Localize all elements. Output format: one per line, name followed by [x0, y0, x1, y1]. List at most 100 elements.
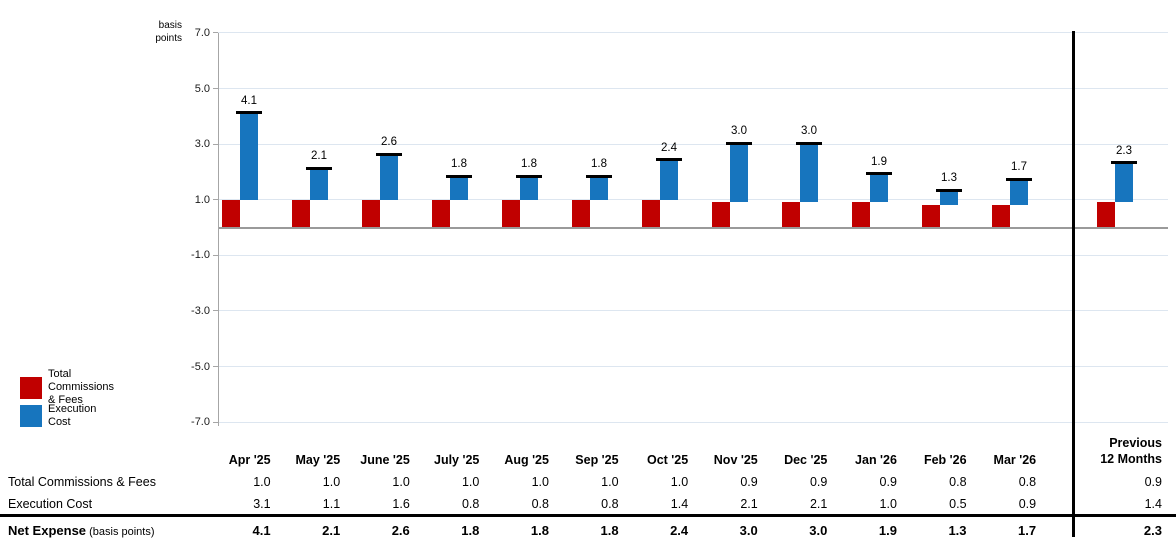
cell-net-expense-previous-12-months: 2.3 [1051, 514, 1176, 541]
col-header-mar-26: Mar '26 [993, 453, 1037, 467]
legend-label-total-commissions-fees: Total Commissions & Fees [48, 368, 115, 406]
cell-total-commissions-fees-nov-25: 0.9 [740, 475, 758, 489]
col-header-oct-25: Oct '25 [646, 453, 689, 467]
cell-net-expense-oct-25: 2.4 [633, 514, 704, 541]
gridline [218, 310, 1168, 312]
net-expense-value-label: 1.9 [871, 155, 887, 168]
cell-execution-cost-may-25: 1.1 [322, 497, 341, 511]
cell-total-commissions-fees-june-25: 1.0 [392, 475, 410, 489]
execution-cost-bar [660, 160, 678, 200]
execution-cost-bar [870, 174, 888, 203]
y-axis-tick [213, 366, 218, 367]
gridline [218, 143, 1168, 145]
cell-net-expense-dec-25: 3.0 [772, 514, 843, 541]
table-header-row: Apr '25 May '25 June '25 July '25 Aug '25 Sep… [0, 434, 1176, 470]
y-axis-tick [213, 88, 218, 89]
net-expense-value-label: 1.7 [1011, 161, 1027, 174]
col-header-june-25: June '25 [360, 453, 410, 467]
cell-execution-cost-apr-25: 3.1 [253, 497, 271, 511]
row-label-total-commissions-fees: Total Commissions & Fees [8, 475, 156, 489]
y-axis-tick-label: -3.0 [191, 304, 210, 317]
cell-execution-cost-aug-25: 0.8 [531, 497, 549, 511]
execution-cost-bar [940, 191, 958, 206]
col-header-nov-25: Nov '25 [713, 453, 758, 467]
gridline [218, 199, 1168, 201]
cell-net-expense-nov-25: 3.0 [703, 514, 773, 541]
cell-execution-cost-nov-25: 2.1 [740, 497, 758, 511]
gridline [218, 32, 1168, 34]
net-expense-value-label: 2.3 [1116, 144, 1132, 157]
gridline [218, 254, 1168, 256]
net-expense-marker [1006, 177, 1032, 181]
cell-total-commissions-fees-sep-25: 1.0 [601, 475, 619, 489]
cell-net-expense-mar-26: 1.7 [981, 514, 1052, 541]
net-expense-marker [586, 174, 612, 178]
cell-total-commissions-fees-oct-25: 1.0 [670, 475, 689, 489]
net-expense-value-label: 3.0 [801, 125, 817, 138]
y-axis-tick-label: -7.0 [191, 416, 210, 429]
net-expense-value-label: 2.6 [381, 136, 397, 149]
table-row-execution-cost: Execution Cost 3.1 1.1 1.6 0.8 0.8 0.8 1.4 2.1 2.… [0, 492, 1176, 516]
y-axis-line [218, 33, 219, 426]
total-commissions-fees-bar [222, 199, 240, 228]
previous-period-separator-line [1072, 31, 1075, 537]
net-expense-value-label: 2.4 [661, 141, 677, 154]
total-commissions-fees-bar [502, 199, 520, 228]
total-commissions-fees-bar [572, 199, 590, 228]
execution-cost-bar [730, 144, 748, 203]
col-header-jan-26: Jan '26 [855, 453, 897, 467]
table-row-total-commissions-fees: Total Commissions & Fees 1.0 1.0 1.0 1.0 1.0 1… [0, 470, 1176, 492]
data-table: Apr '25 May '25 June '25 July '25 Aug '25 Sep… [0, 434, 1176, 541]
cell-net-expense-june-25: 2.6 [355, 514, 425, 541]
y-axis-tick [213, 421, 218, 423]
net-expense-marker [516, 174, 542, 178]
cell-net-expense-may-25: 2.1 [285, 514, 356, 541]
total-commissions-fees-bar [362, 199, 380, 228]
total-commissions-fees-bar [992, 205, 1010, 228]
gridline [218, 366, 1168, 367]
y-axis-tick-label: 3.0 [194, 138, 210, 151]
net-expense-value-label: 1.8 [521, 158, 537, 171]
cell-total-commissions-fees-may-25: 1.0 [322, 475, 341, 489]
cell-total-commissions-fees-previous-12-months: 0.9 [1144, 475, 1162, 489]
cell-total-commissions-fees-july-25: 1.0 [461, 475, 480, 489]
cell-total-commissions-fees-mar-26: 0.8 [1018, 475, 1037, 489]
zero-baseline [218, 226, 1168, 229]
execution-cost-bar [1010, 180, 1028, 206]
y-axis-tick [213, 199, 218, 201]
col-header-feb-26: Feb '26 [923, 453, 967, 467]
total-commissions-fees-bar [432, 199, 450, 228]
net-expense-marker [726, 141, 752, 145]
total-commissions-fees-bar [642, 199, 660, 228]
y-axis-tick-label: 5.0 [194, 82, 210, 95]
col-header-july-25: July '25 [434, 453, 480, 467]
execution-cost-bar [1115, 163, 1133, 203]
execution-cost-bar [310, 169, 328, 200]
net-expense-marker [936, 188, 962, 192]
net-expense-value-label: 3.0 [731, 125, 747, 138]
net-expense-marker [656, 158, 682, 162]
execution-cost-bar [450, 177, 468, 200]
cell-execution-cost-july-25: 0.8 [461, 497, 480, 511]
row-label-net-expense: Net Expense (basis points) [0, 514, 216, 541]
total-commissions-fees-bar [292, 199, 310, 228]
execution-cost-bar [240, 113, 258, 200]
cell-total-commissions-fees-apr-25: 1.0 [253, 475, 271, 489]
y-axis-title: basis points [155, 20, 182, 44]
gridline [218, 88, 1168, 89]
col-header-dec-25: Dec '25 [784, 453, 828, 467]
legend-swatch-total-commissions-fees-icon [20, 376, 42, 399]
cell-execution-cost-oct-25: 1.4 [670, 497, 689, 511]
cell-execution-cost-dec-25: 2.1 [809, 497, 828, 511]
legend-label-execution-cost: Execution Cost [48, 403, 97, 428]
net-expense-value-label: 2.1 [311, 150, 327, 163]
cell-net-expense-jan-26: 1.9 [842, 514, 912, 541]
cell-total-commissions-fees-jan-26: 0.9 [879, 475, 897, 489]
cell-total-commissions-fees-aug-25: 1.0 [531, 475, 549, 489]
net-expense-marker [866, 172, 892, 176]
table-row-net-expense: Net Expense (basis points) 4.1 2.1 2.6 1.8 1.… [0, 514, 1176, 541]
total-commissions-fees-bar [922, 205, 940, 228]
cell-execution-cost-feb-26: 0.5 [949, 497, 967, 511]
